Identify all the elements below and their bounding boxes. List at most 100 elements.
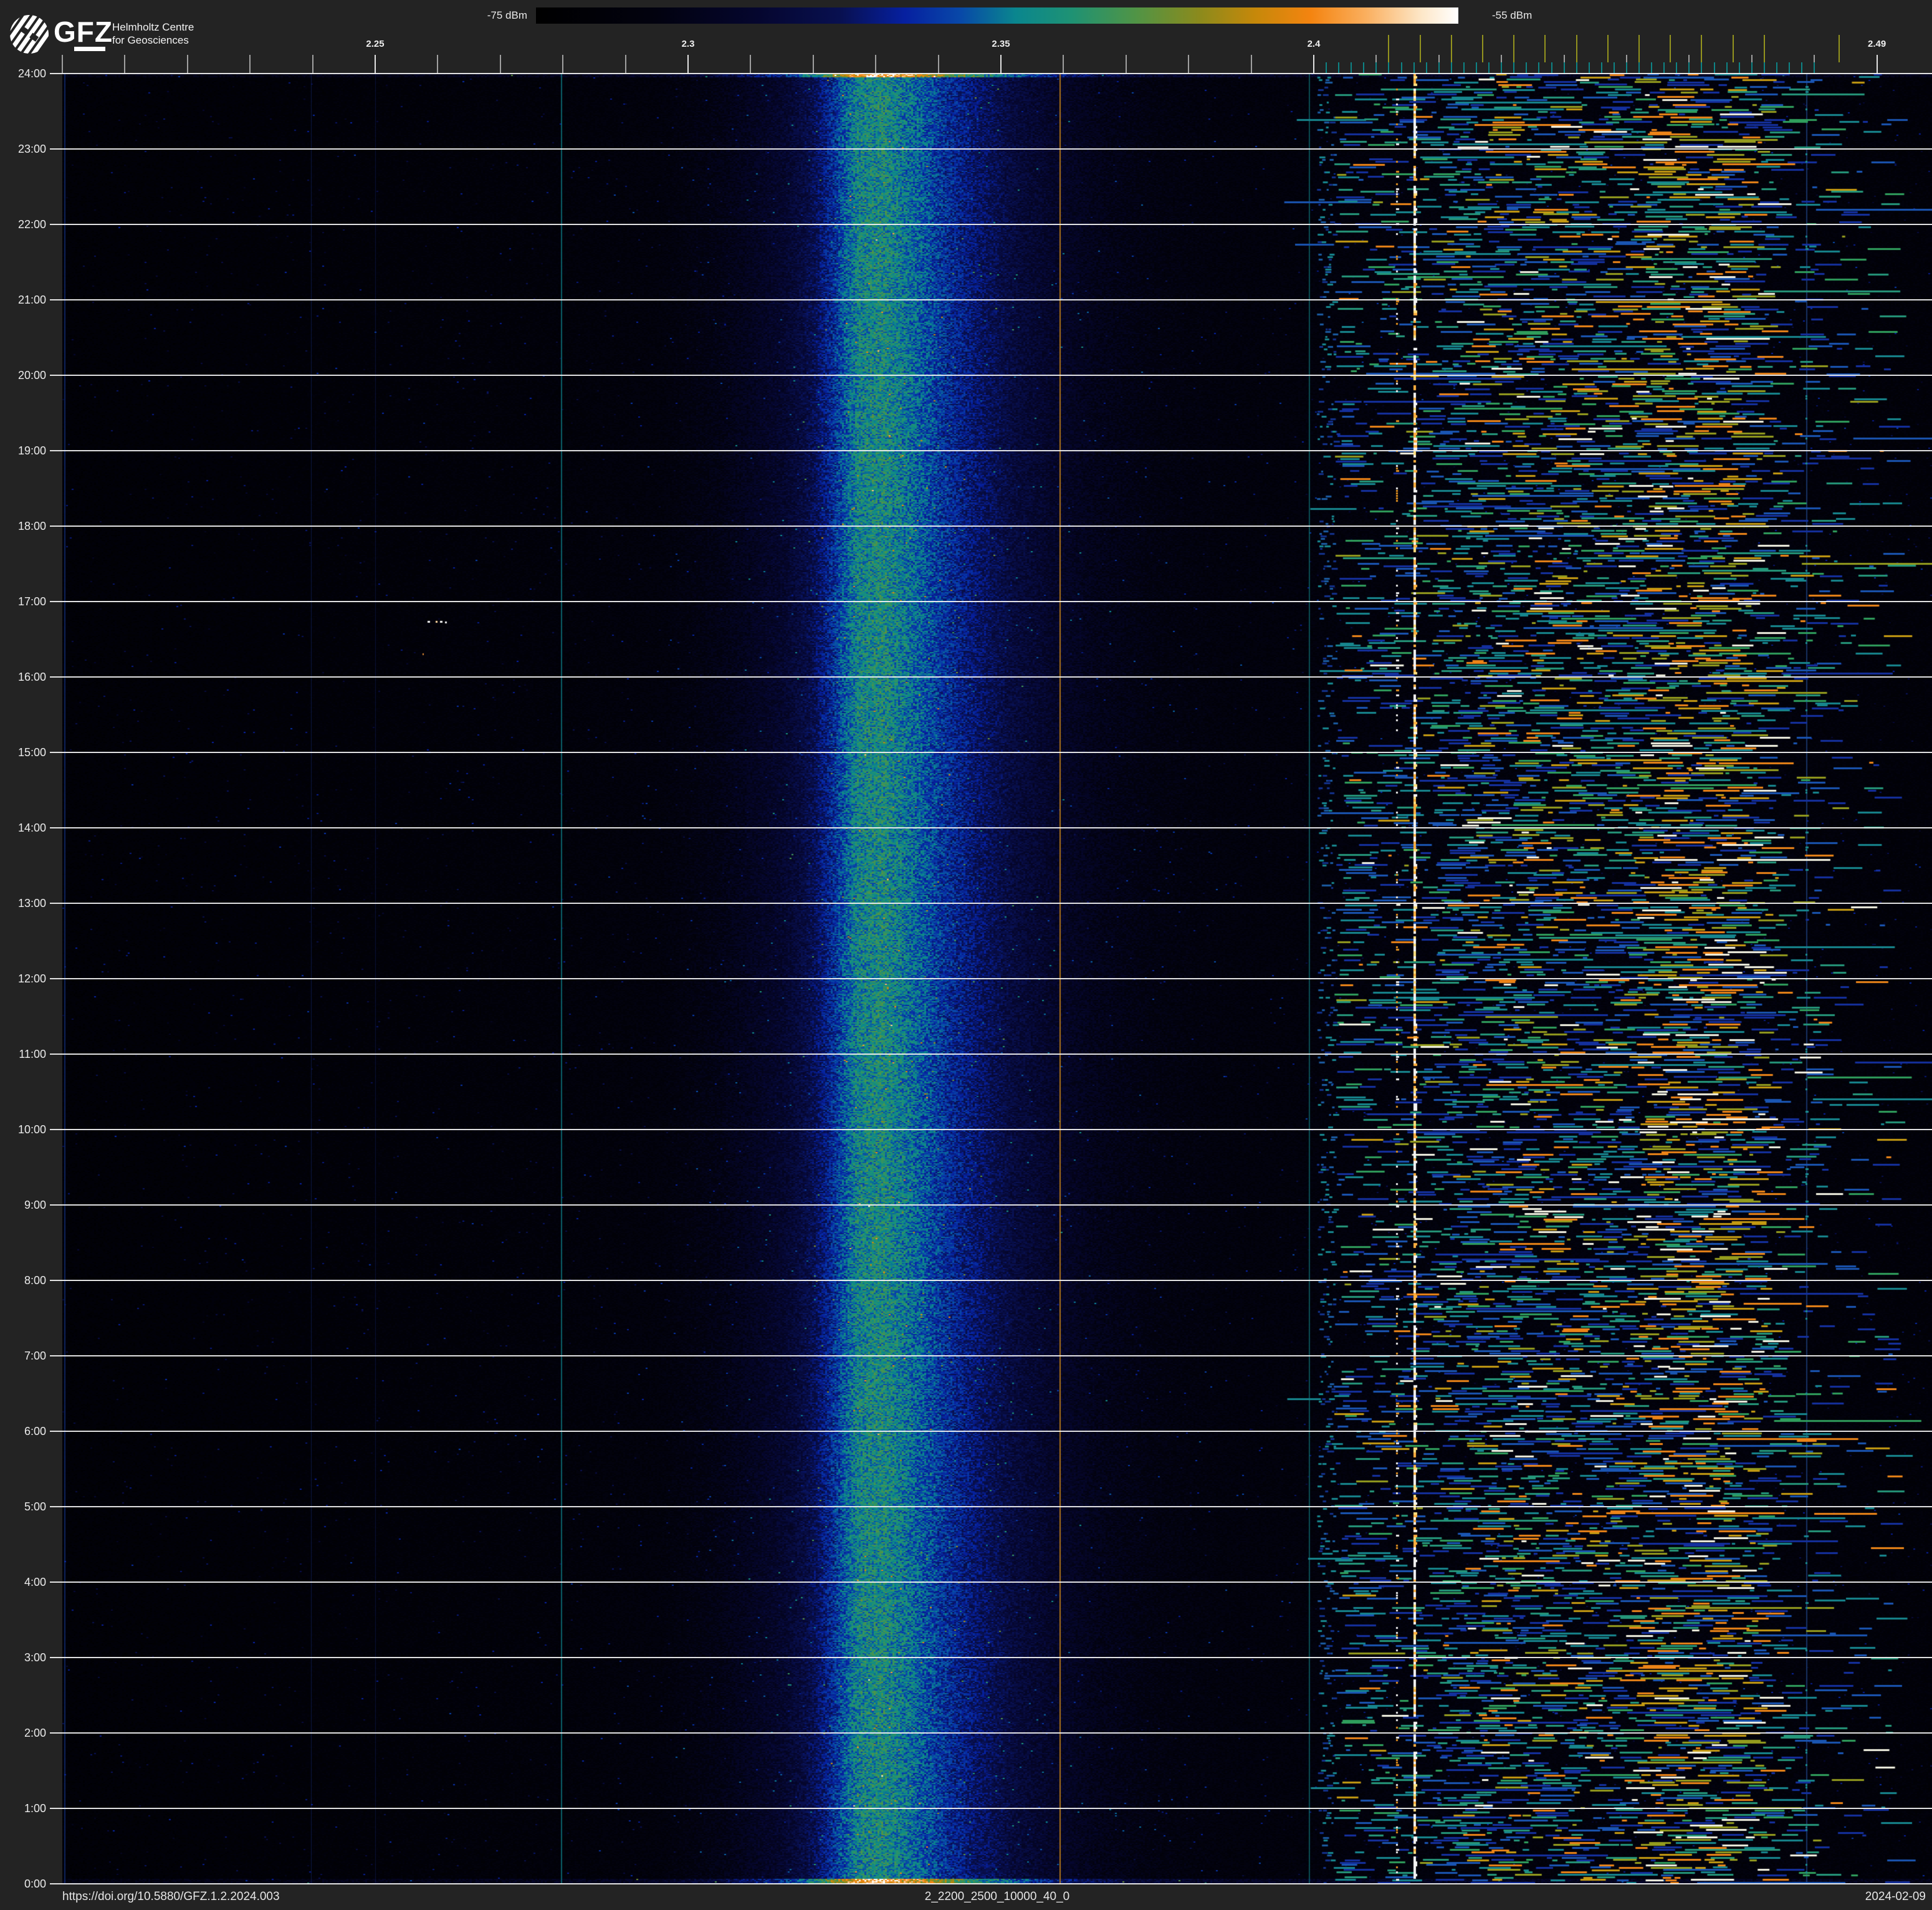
- hour-grid-line: [50, 73, 1932, 74]
- freq-tick-label: 2.3: [681, 39, 695, 49]
- wifi-channel-tick: [1607, 35, 1609, 62]
- time-label: 22:00: [17, 218, 46, 231]
- hour-grid-line: [50, 601, 1932, 602]
- ble-channel-tick: [1450, 62, 1452, 74]
- wifi-channel-tick: [1839, 35, 1840, 62]
- colorbar: [536, 7, 1458, 24]
- wifi-channel-tick: [1513, 35, 1515, 62]
- gfz-logo-icon: [9, 14, 50, 55]
- hour-grid-line: [50, 450, 1932, 451]
- freq-major-tick: [437, 55, 439, 74]
- ble-channel-tick: [1563, 62, 1565, 74]
- freq-tick-label: 2.4: [1307, 39, 1321, 49]
- ble-channel-tick: [1751, 62, 1753, 74]
- freq-major-tick: [812, 55, 814, 74]
- hour-grid-line: [50, 525, 1932, 527]
- freq-major-tick: [1000, 55, 1002, 74]
- freq-major-tick: [62, 55, 63, 74]
- hour-grid-line: [50, 1053, 1932, 1055]
- wifi-channel-tick: [1419, 35, 1421, 62]
- freq-major-tick: [186, 55, 188, 74]
- freq-major-tick: [1250, 55, 1252, 74]
- ble-channel-tick: [1713, 62, 1715, 74]
- hour-grid-line: [50, 903, 1932, 904]
- ble-channel-tick: [1801, 62, 1803, 74]
- colorbar-max-label: -55 dBm: [1492, 9, 1533, 21]
- hour-grid-line: [50, 1129, 1932, 1130]
- time-label: 11:00: [19, 1048, 46, 1060]
- ble-channel-tick: [1375, 62, 1377, 74]
- time-label: 20:00: [17, 369, 46, 382]
- hour-grid-line: [50, 299, 1932, 300]
- time-label: 18:00: [17, 520, 46, 532]
- wifi-channel-tick: [1482, 35, 1484, 62]
- freq-tick-label: 2.49: [1867, 39, 1887, 49]
- hour-grid-line: [50, 148, 1932, 150]
- ble-channel-tick: [1688, 62, 1690, 74]
- hour-grid-line: [50, 1355, 1932, 1356]
- time-label: 10:00: [17, 1123, 46, 1136]
- ble-channel-tick: [1513, 62, 1515, 74]
- ble-channel-tick: [1476, 62, 1478, 74]
- gfz-logo-text: GFZ: [54, 16, 113, 48]
- ble-channel-tick: [1501, 62, 1503, 74]
- ble-channel-tick: [1526, 62, 1528, 74]
- wifi-channel-tick: [1450, 35, 1452, 62]
- ble-channel-tick: [1626, 62, 1627, 74]
- time-label: 4:00: [24, 1576, 46, 1588]
- ble-channel-tick: [1388, 62, 1390, 74]
- ble-channel-tick: [1776, 62, 1777, 74]
- freq-major-tick: [750, 55, 752, 74]
- hour-grid-line: [50, 1581, 1932, 1583]
- ble-channel-tick: [1326, 62, 1327, 74]
- time-label: 7:00: [24, 1350, 46, 1362]
- freq-major-tick: [375, 55, 376, 74]
- time-label: 2:00: [24, 1727, 46, 1739]
- time-label: 21:00: [17, 294, 46, 306]
- ble-channel-tick: [1789, 62, 1791, 74]
- time-label: 1:00: [24, 1802, 46, 1815]
- time-label: 17:00: [17, 595, 46, 608]
- ble-channel-tick: [1763, 62, 1765, 74]
- hour-grid-line: [50, 375, 1932, 376]
- tagline-line1: Helmholtz Centre: [112, 21, 194, 33]
- wifi-channel-tick: [1701, 35, 1703, 62]
- ble-channel-tick: [1363, 62, 1365, 74]
- colorbar-min-label: -75 dBm: [487, 9, 527, 21]
- time-label: 24:00: [17, 67, 46, 80]
- ble-channel-tick: [1538, 62, 1540, 74]
- ble-channel-tick: [1588, 62, 1590, 74]
- wifi-channel-tick: [1544, 35, 1546, 62]
- freq-major-tick: [499, 55, 501, 74]
- time-label: 3:00: [24, 1651, 46, 1664]
- time-label: 6:00: [24, 1425, 46, 1437]
- time-label: 8:00: [24, 1274, 46, 1287]
- freq-major-tick: [1188, 55, 1190, 74]
- freq-tick-label: 2.35: [992, 39, 1010, 49]
- ble-channel-tick: [1413, 62, 1415, 74]
- freq-major-tick: [687, 55, 689, 74]
- hour-grid-line: [50, 1204, 1932, 1206]
- wifi-channel-tick: [1638, 35, 1640, 62]
- hour-grid-line: [50, 1808, 1932, 1809]
- freq-major-tick: [1063, 55, 1064, 74]
- ble-channel-tick: [1613, 62, 1615, 74]
- time-label: 19:00: [17, 444, 46, 457]
- wifi-channel-tick: [1732, 35, 1734, 62]
- freq-major-tick: [124, 55, 126, 74]
- hour-grid-line: [50, 1657, 1932, 1658]
- hour-grid-line: [50, 1506, 1932, 1507]
- doi-link[interactable]: https://doi.org/10.5880/GFZ.1.2.2024.003: [62, 1890, 280, 1903]
- ble-channel-tick: [1351, 62, 1352, 74]
- hour-grid-line: [50, 1431, 1932, 1432]
- ble-channel-tick: [1701, 62, 1703, 74]
- date-label: 2024-02-09: [1865, 1890, 1926, 1903]
- time-label: 15:00: [17, 746, 46, 759]
- hour-grid-line: [50, 224, 1932, 225]
- ble-channel-tick: [1600, 62, 1602, 74]
- ble-channel-tick: [1400, 62, 1402, 74]
- ble-channel-tick: [1676, 62, 1678, 74]
- freq-major-tick: [1125, 55, 1127, 74]
- freq-major-tick: [249, 55, 251, 74]
